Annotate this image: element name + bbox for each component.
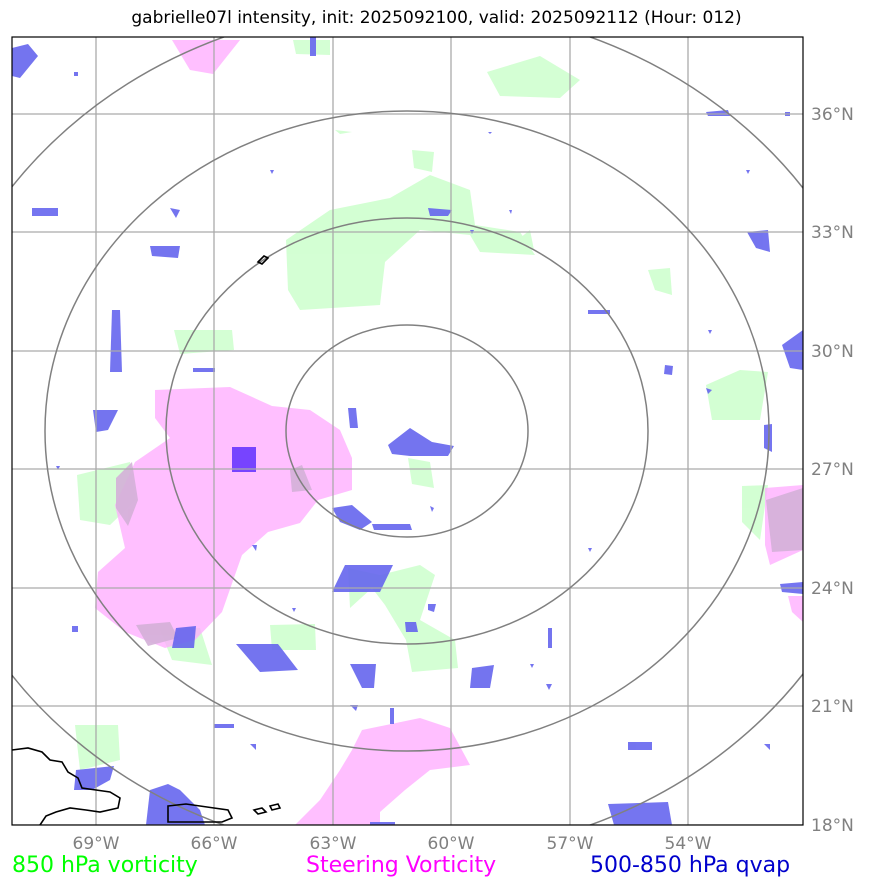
lat-label-18n: 18°N <box>811 816 854 836</box>
lat-label-36n: 36°N <box>811 105 854 125</box>
lon-label-60w: 60°W <box>428 834 475 854</box>
lat-label-24n: 24°N <box>811 579 854 599</box>
legend-qvap: 500-850 hPa qvap <box>590 853 791 878</box>
lon-label-63w: 63°W <box>310 834 357 854</box>
lon-label-57w: 57°W <box>547 834 594 854</box>
lat-label-33n: 33°N <box>811 223 854 243</box>
lon-label-69w: 69°W <box>73 834 120 854</box>
legend-steering-vorticity: Steering Vorticity <box>306 853 497 878</box>
overlap-layer <box>116 462 803 646</box>
gridlines <box>12 37 803 825</box>
lon-label-54w: 54°W <box>665 834 712 854</box>
purple-patch <box>232 447 256 472</box>
plot-border <box>11 36 804 826</box>
coastlines <box>12 255 282 825</box>
lat-label-21n: 21°N <box>811 697 854 717</box>
range-rings <box>12 37 803 825</box>
lon-label-66w: 66°W <box>191 834 238 854</box>
lat-label-30n: 30°N <box>811 342 854 362</box>
map-title: gabrielle07l intensity, init: 2025092100… <box>131 8 742 28</box>
lat-label-27n: 27°N <box>811 460 854 480</box>
legend-850-vorticity: 850 hPa vorticity <box>12 853 198 878</box>
